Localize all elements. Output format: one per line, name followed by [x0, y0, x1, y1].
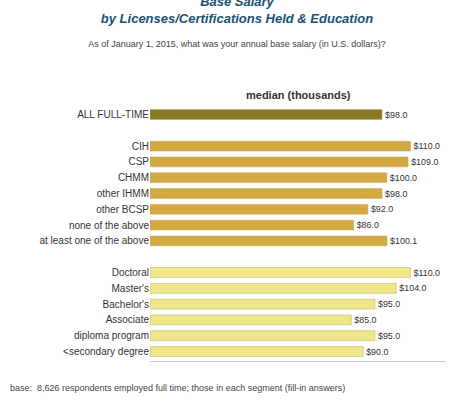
- svg-text:$98.0: $98.0: [385, 189, 407, 199]
- svg-text:<secondary degree: <secondary degree: [63, 346, 149, 357]
- svg-text:$110.0: $110.0: [414, 141, 441, 151]
- svg-text:other BCSP: other BCSP: [96, 204, 149, 215]
- svg-text:Bachelor's: Bachelor's: [103, 299, 149, 310]
- svg-text:none of the above: none of the above: [69, 220, 150, 231]
- svg-text:base: 8,626 respondents emplo: base: 8,626 respondents employed full ti…: [10, 383, 345, 393]
- svg-text:at least one of the above: at least one of the above: [39, 235, 149, 246]
- svg-text:$95.0: $95.0: [378, 299, 400, 309]
- svg-text:$85.0: $85.0: [354, 315, 376, 325]
- svg-text:CHMM: CHMM: [118, 172, 149, 183]
- svg-text:median (thousands): median (thousands): [246, 89, 351, 101]
- svg-text:Master's: Master's: [112, 283, 149, 294]
- svg-text:As of January 1, 2015, what wa: As of January 1, 2015, what was your ann…: [88, 39, 386, 49]
- svg-text:Base Salaryby Licenses/Certifi: Base Salaryby Licenses/Certifications He…: [101, 0, 373, 26]
- svg-text:Doctoral: Doctoral: [112, 267, 149, 278]
- svg-text:Associate: Associate: [106, 314, 150, 325]
- svg-text:$100.0: $100.0: [390, 173, 417, 183]
- svg-text:$90.0: $90.0: [366, 347, 388, 357]
- svg-text:$104.0: $104.0: [399, 283, 426, 293]
- svg-text:ALL FULL-TIME: ALL FULL-TIME: [77, 109, 149, 120]
- svg-text:diploma program: diploma program: [74, 330, 149, 341]
- svg-text:CIH: CIH: [132, 141, 149, 152]
- svg-text:$98.0: $98.0: [385, 110, 407, 120]
- svg-text:CSP: CSP: [128, 156, 149, 167]
- svg-text:$109.0: $109.0: [411, 157, 438, 167]
- svg-text:$110.0: $110.0: [413, 268, 440, 278]
- svg-text:other IHMM: other IHMM: [97, 188, 149, 199]
- svg-text:$100.1: $100.1: [390, 236, 417, 246]
- svg-text:$95.0: $95.0: [378, 331, 400, 341]
- svg-text:$92.0: $92.0: [371, 204, 393, 214]
- svg-text:$86.0: $86.0: [357, 220, 379, 230]
